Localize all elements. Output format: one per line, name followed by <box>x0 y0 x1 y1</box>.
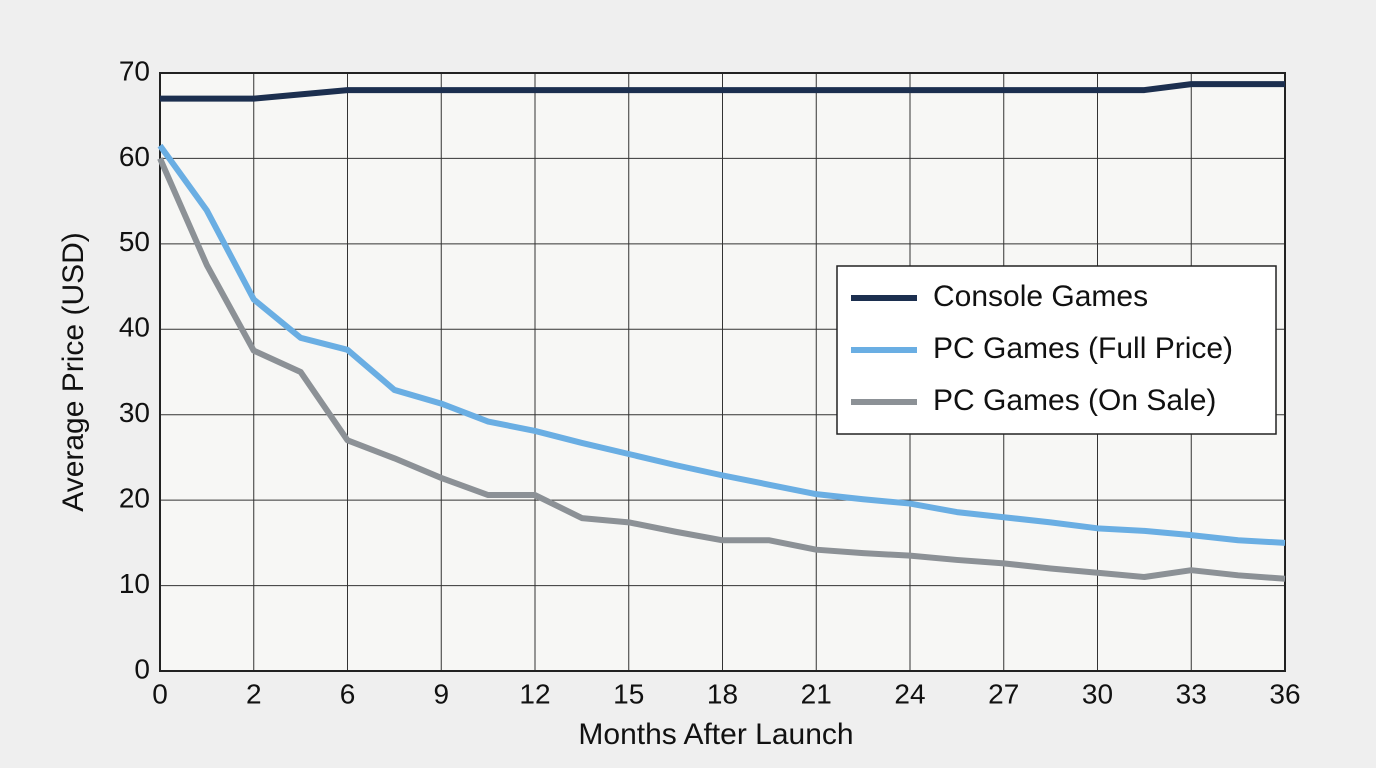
y-tick-label: 70 <box>119 55 150 86</box>
x-tick-label: 12 <box>519 678 550 709</box>
x-tick-label: 2 <box>246 678 262 709</box>
series-line <box>157 143 1286 546</box>
x-tick-label: 33 <box>1176 678 1207 709</box>
y-tick-label: 0 <box>134 653 150 684</box>
plot-border <box>159 72 1286 672</box>
legend-label: Console Games <box>933 280 1148 313</box>
x-tick-label: 36 <box>1269 678 1300 709</box>
y-tick-label: 60 <box>119 141 150 172</box>
x-tick-label: 0 <box>152 678 168 709</box>
x-tick-label: 9 <box>433 678 449 709</box>
x-tick-label: 21 <box>801 678 832 709</box>
y-tick-label: 40 <box>119 312 150 343</box>
x-axis-title: Months After Launch <box>578 718 853 751</box>
legend-label: PC Games (On Sale) <box>933 384 1216 417</box>
y-tick-label: 20 <box>119 483 150 514</box>
y-tick-label: 50 <box>119 226 150 257</box>
series-line <box>157 157 1286 582</box>
legend: Console Games PC Games (Full Price) PC Gam… <box>836 265 1277 435</box>
legend-label: PC Games (Full Price) <box>933 332 1233 365</box>
series-line <box>160 81 1285 102</box>
y-tick-label: 10 <box>119 568 150 599</box>
x-tick-label: 24 <box>894 678 925 709</box>
x-tick-label: 18 <box>707 678 738 709</box>
x-tick-label: 27 <box>988 678 1019 709</box>
x-tick-label: 15 <box>613 678 644 709</box>
y-tick-label: 30 <box>119 397 150 428</box>
y-axis-title: Average Price (USD) <box>57 232 90 512</box>
x-tick-label: 6 <box>340 678 356 709</box>
x-tick-label: 30 <box>1082 678 1113 709</box>
